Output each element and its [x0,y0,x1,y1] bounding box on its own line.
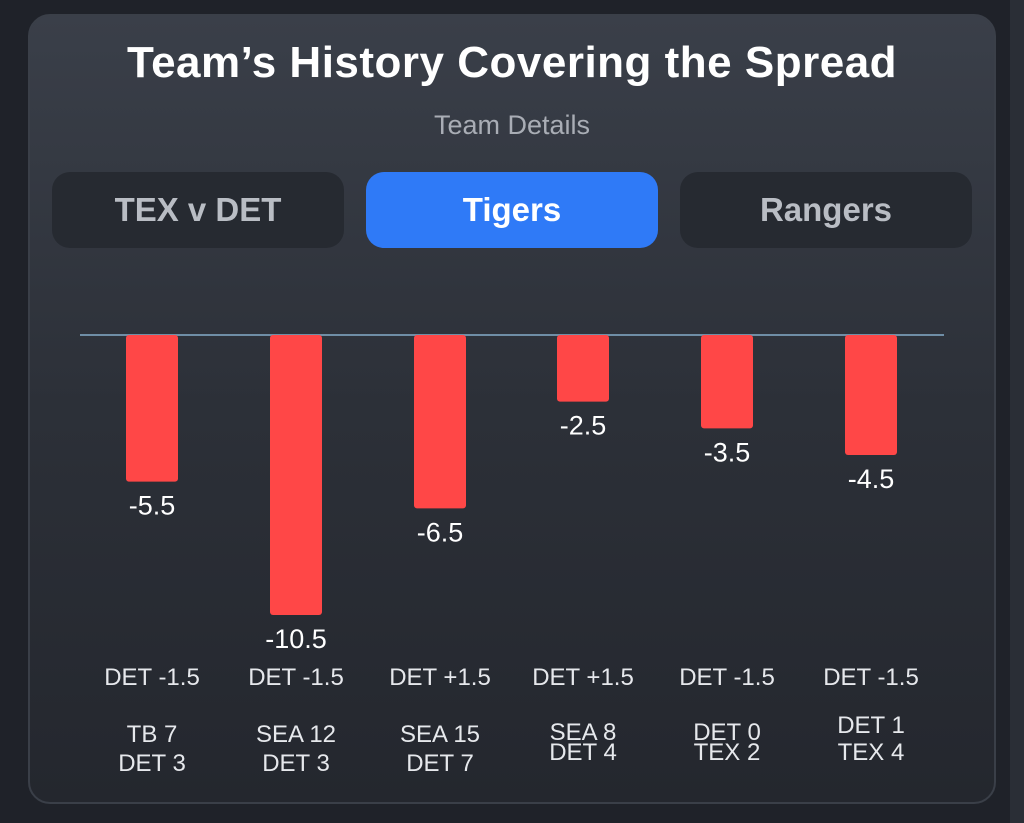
bar-3[interactable] [414,335,466,509]
tab-rangers[interactable]: Rangers [680,172,972,248]
score-label-1-2: DET 3 [118,750,186,777]
score-label-2-2: DET 3 [262,750,330,777]
score-label-6-2: TEX 4 [838,739,905,766]
value-label-5: -3.5 [704,437,751,467]
score-label-5-1: DET 0 [693,719,761,746]
spread-label-2: DET -1.5 [248,664,344,691]
score-label-4-1: SEA 8 [550,719,617,746]
score-label-2-1: SEA 12 [256,721,336,748]
value-label-6: -4.5 [848,464,895,494]
tab-matchup[interactable]: TEX v DET [52,172,344,248]
spread-label-3: DET +1.5 [389,664,491,691]
spread-label-6: DET -1.5 [823,664,919,691]
score-label-3-2: DET 7 [406,750,474,777]
scrollbar[interactable] [1010,0,1024,823]
spread-label-4: DET +1.5 [532,664,634,691]
bar-5[interactable] [701,335,753,429]
chart-title: Team’s History Covering the Spread [126,38,898,87]
value-label-1: -5.5 [129,491,176,521]
value-label-2: -10.5 [265,624,327,654]
bar-6[interactable] [845,335,897,455]
chart-subtitle: Team Details [433,110,591,140]
score-label-6-1: DET 1 [837,712,905,739]
value-label-3: -6.5 [417,517,464,547]
score-label-4-2: DET 4 [549,739,617,766]
spread-label-1: DET -1.5 [104,664,200,691]
score-label-5-2: TEX 2 [694,739,761,766]
tab-tigers[interactable]: Tigers [366,172,658,248]
score-label-3-1: SEA 15 [400,721,480,748]
score-label-1-1: TB 7 [127,721,178,748]
bar-1[interactable] [126,335,178,482]
value-label-4: -2.5 [560,411,607,441]
chart-card [28,14,996,804]
bar-4[interactable] [557,335,609,402]
bar-2[interactable] [270,335,322,615]
spread-label-5: DET -1.5 [679,664,775,691]
